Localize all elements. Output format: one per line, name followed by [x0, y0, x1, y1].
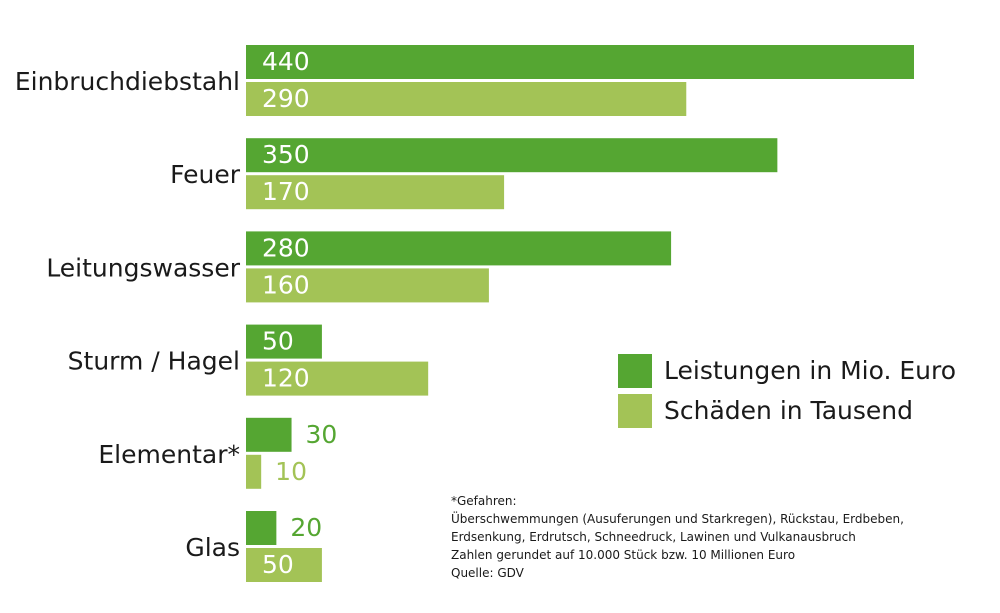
- category-label: Einbruchdiebstahl: [15, 67, 240, 96]
- bar: [246, 548, 322, 582]
- bar: [246, 417, 292, 452]
- footnote: *Gefahren: Überschwemmungen (Ausuferunge…: [451, 492, 904, 582]
- data-label: 290: [262, 84, 310, 113]
- legend-swatch: [618, 394, 652, 428]
- legend-label: Schäden in Tausend: [664, 396, 913, 425]
- bar: [246, 231, 672, 266]
- data-label: 10: [275, 457, 307, 486]
- category-label: Leitungswasser: [46, 253, 240, 282]
- data-label: 120: [262, 364, 310, 393]
- data-label: 30: [306, 420, 338, 449]
- bar: [246, 361, 429, 396]
- bar: [246, 511, 277, 545]
- category-label: Elementar*: [98, 440, 240, 469]
- legend-swatch: [618, 354, 652, 388]
- bar: [246, 175, 505, 210]
- category-label: Glas: [185, 533, 240, 562]
- data-label: 50: [262, 550, 294, 579]
- bar: [246, 82, 687, 116]
- footnote-line: Quelle: GDV: [451, 566, 524, 580]
- data-label: 170: [262, 177, 310, 206]
- data-label: 160: [262, 270, 310, 299]
- data-label: 50: [262, 327, 294, 356]
- footnote-line: Erdsenkung, Erdrutsch, Schneedruck, Lawi…: [451, 530, 856, 544]
- data-label: 20: [290, 513, 322, 542]
- data-label: 350: [262, 140, 310, 169]
- category-label: Sturm / Hagel: [68, 347, 240, 376]
- footnote-line: Überschwemmungen (Ausuferungen und Stark…: [451, 512, 904, 526]
- footnote-line: *Gefahren:: [451, 494, 517, 508]
- bar: [246, 45, 914, 79]
- bar: [246, 268, 489, 303]
- data-label: 440: [262, 47, 310, 76]
- bar: [246, 138, 778, 173]
- category-label: Feuer: [170, 160, 241, 189]
- footnote-line: Zahlen gerundet auf 10.000 Stück bzw. 10…: [451, 548, 796, 562]
- data-label: 280: [262, 233, 310, 262]
- bar: [246, 454, 262, 489]
- legend-label: Leistungen in Mio. Euro: [664, 356, 956, 385]
- bar: [246, 324, 322, 359]
